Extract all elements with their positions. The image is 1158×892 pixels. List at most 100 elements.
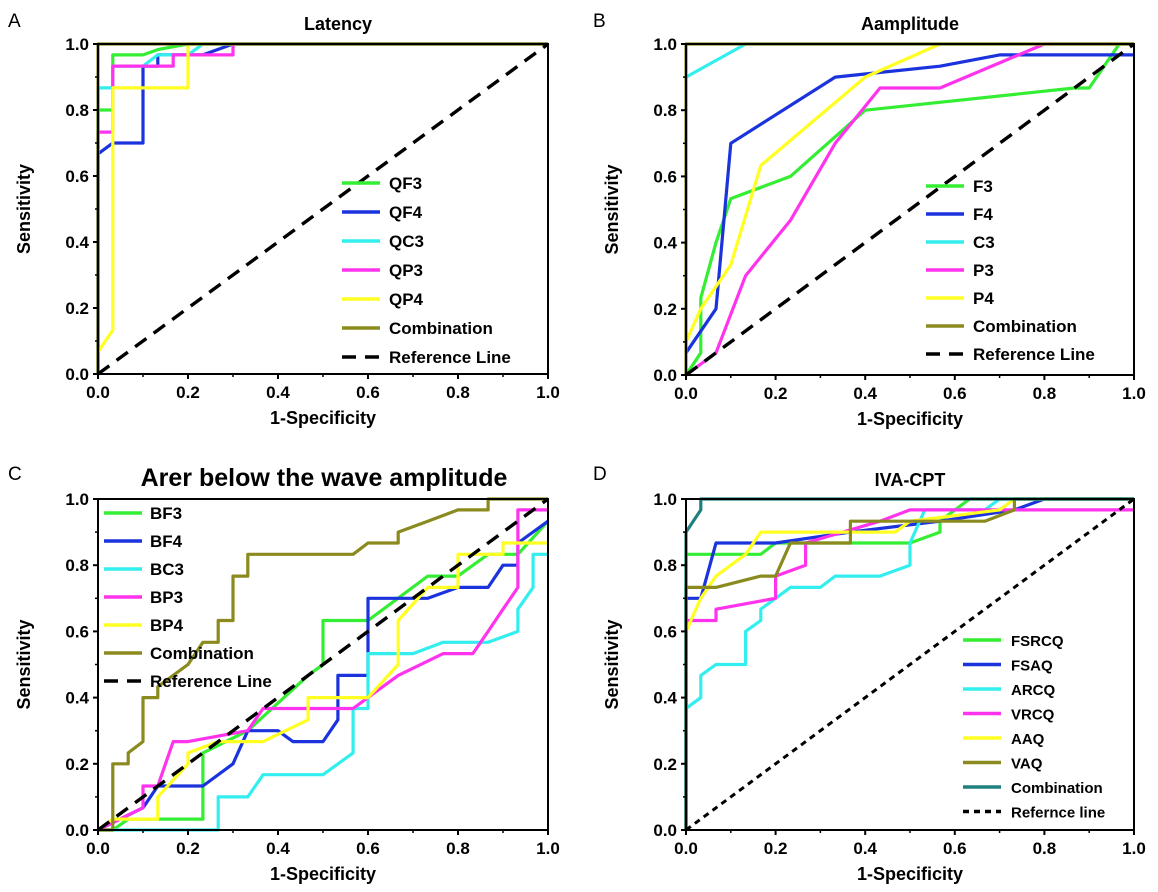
panel-letter: C — [8, 464, 22, 485]
chart-title: IVA-CPT — [875, 470, 946, 490]
x-tick-label: 1.0 — [536, 383, 560, 402]
panel-letter: D — [593, 464, 607, 485]
legend-label: F4 — [973, 205, 993, 224]
x-tick-label: 0.8 — [446, 839, 470, 858]
legend-label: BF4 — [150, 532, 183, 551]
y-tick-label: 0.4 — [653, 689, 677, 708]
x-tick-label: 0.6 — [356, 839, 380, 858]
legend-label: Reference Line — [389, 348, 511, 367]
y-axis-label: Sensitivity — [14, 619, 34, 709]
y-tick-label: 1.0 — [653, 35, 677, 54]
series-line-c3 — [685, 42, 1134, 79]
legend-label: Combination — [1011, 780, 1103, 797]
legend-label: QP4 — [389, 290, 424, 309]
x-axis-label: 1-Specificity — [270, 408, 376, 428]
legend-label: QF3 — [389, 174, 422, 193]
y-tick-label: 1.0 — [65, 35, 89, 54]
y-tick-label: 0.4 — [653, 234, 677, 253]
chart-panel-d: D IVA-CPT 0.0 0.2 0.4 0.6 0.8 1.0 0.0 0.2 0.4 0.6 0.… — [593, 464, 1146, 884]
series-line-aaq — [684, 497, 1134, 830]
legend-label: AAQ — [1011, 731, 1045, 748]
y-tick-label: 0.0 — [653, 366, 677, 385]
y-tick-label: 0.0 — [65, 365, 89, 384]
chart-title: Latency — [304, 14, 372, 34]
legend-label: Combination — [150, 644, 254, 663]
legend: BF3 BF4 BC3 BP3 BP4 Combination Reference Line — [104, 504, 272, 691]
legend-label: QC3 — [389, 232, 424, 251]
y-axis-label: Sensitivity — [14, 164, 34, 254]
chart-title: Aamplitude — [861, 14, 959, 34]
x-tick-label: 1.0 — [536, 839, 560, 858]
legend-label: BP3 — [150, 588, 183, 607]
x-tick-label: 0.6 — [943, 384, 967, 403]
y-tick-label: 0.4 — [65, 233, 89, 252]
x-tick-label: 1.0 — [1122, 839, 1146, 858]
series-line-combination — [98, 497, 548, 832]
y-tick-label: 0.6 — [65, 622, 89, 641]
series-line-p3 — [685, 42, 1134, 377]
x-tick-label: 0.2 — [764, 384, 788, 403]
y-tick-label: 0.8 — [653, 556, 677, 575]
legend-label: P3 — [973, 261, 994, 280]
y-tick-label: 0.2 — [65, 755, 89, 774]
x-tick-label: 0.0 — [674, 384, 698, 403]
x-tick-label: 0.0 — [674, 839, 698, 858]
chart-panel-b: B Aamplitude 0.0 0.2 0.4 0.6 0.8 1.0 0.0 0.2 0.4 0.… — [593, 11, 1146, 429]
y-tick-label: 0.6 — [653, 622, 677, 641]
chart-title: Arer below the wave amplitude — [141, 464, 508, 492]
legend-label: VRCQ — [1011, 707, 1055, 724]
x-tick-label: 0.4 — [266, 383, 290, 402]
series-line-f4 — [684, 53, 1134, 354]
y-tick-label: 0.8 — [653, 101, 677, 120]
panel-letter: B — [593, 11, 606, 32]
chart-panel-c: C Arer below the wave amplitude 0.0 0.2 0.4 0… — [8, 464, 560, 884]
series-line-vrcq — [684, 508, 1134, 830]
legend-label: ARCQ — [1011, 682, 1055, 699]
legend-label: Reference Line — [973, 345, 1095, 364]
legend-label: BP4 — [150, 616, 184, 635]
legend-label: FSRCQ — [1011, 633, 1064, 650]
y-tick-label: 0.0 — [65, 821, 89, 840]
series-line-bc3 — [98, 552, 548, 832]
x-axis-label: 1-Specificity — [270, 864, 376, 884]
y-tick-label: 1.0 — [65, 490, 89, 509]
plot-area — [96, 497, 550, 832]
legend-label: BC3 — [150, 560, 184, 579]
x-tick-label: 0.0 — [86, 839, 110, 858]
series-line-bp4 — [97, 541, 548, 832]
legend: FSRCQ FSAQ ARCQ VRCQ AAQ VAQ Combination Refern… — [963, 633, 1105, 822]
series-line-reference-line — [684, 42, 1136, 377]
x-tick-label: 0.6 — [943, 839, 967, 858]
legend: F3 F4 C3 P3 P4 Combination Reference Line — [926, 177, 1095, 364]
x-axis-label: 1-Specificity — [857, 409, 963, 429]
legend-label: C3 — [973, 233, 995, 252]
legend-label: F3 — [973, 177, 993, 196]
legend-label: P4 — [973, 289, 994, 308]
y-tick-label: 0.8 — [65, 556, 89, 575]
x-tick-label: 0.0 — [86, 383, 110, 402]
x-tick-label: 0.8 — [446, 383, 470, 402]
y-tick-label: 0.2 — [65, 299, 89, 318]
x-axis-label: 1-Specificity — [857, 864, 963, 884]
legend-label: Combination — [973, 317, 1077, 336]
y-tick-label: 0.2 — [653, 755, 677, 774]
y-tick-label: 0.4 — [65, 689, 89, 708]
y-tick-label: 0.6 — [653, 167, 677, 186]
x-tick-label: 0.4 — [266, 839, 290, 858]
x-tick-label: 0.8 — [1033, 839, 1057, 858]
x-tick-label: 0.2 — [176, 383, 200, 402]
legend-label: QF4 — [389, 203, 423, 222]
x-tick-label: 0.4 — [853, 839, 877, 858]
legend-label: Combination — [389, 319, 493, 338]
series-line-vaq — [684, 497, 1134, 830]
x-tick-label: 0.8 — [1033, 384, 1057, 403]
legend-label: VAQ — [1011, 756, 1043, 773]
series-line-f3 — [684, 42, 1134, 376]
y-tick-label: 1.0 — [653, 490, 677, 509]
series-line-qp3 — [96, 42, 548, 374]
x-tick-label: 0.2 — [764, 839, 788, 858]
y-tick-label: 0.2 — [653, 300, 677, 319]
series-line-reference-line — [96, 42, 550, 376]
x-tick-label: 1.0 — [1122, 384, 1146, 403]
